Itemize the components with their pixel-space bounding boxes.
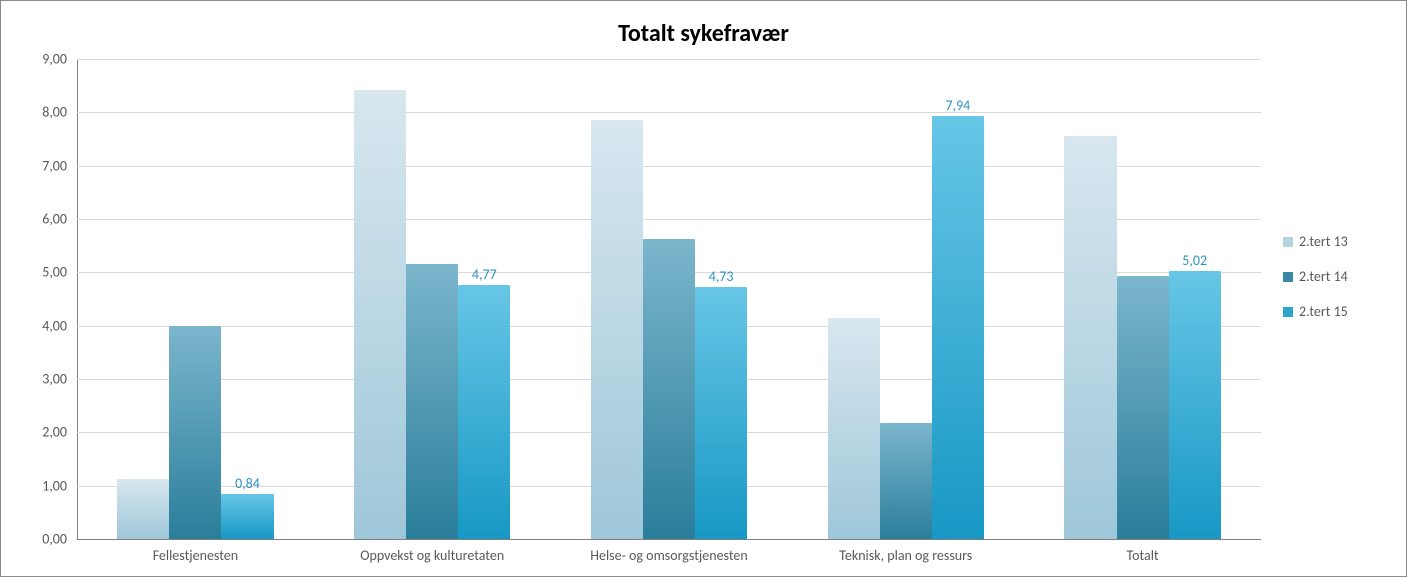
- bar: [1117, 276, 1169, 539]
- bar: [406, 264, 458, 539]
- data-label: 7,94: [938, 97, 978, 114]
- legend-item: 2.tert 14: [1283, 268, 1348, 285]
- y-tick-label: 2,00: [17, 424, 67, 441]
- legend-label: 2.tert 13: [1299, 233, 1348, 250]
- y-tick-label: 5,00: [17, 264, 67, 281]
- bar: [932, 116, 984, 539]
- bar: [169, 326, 221, 539]
- x-tick-label: Helse- og omsorgstjenesten: [551, 547, 788, 564]
- y-tick-label: 6,00: [17, 211, 67, 228]
- chart-title: Totalt sykefravær: [1, 19, 1406, 48]
- data-label: 4,73: [701, 268, 741, 285]
- bar: [458, 285, 510, 539]
- bar: [1169, 271, 1221, 539]
- y-tick-label: 0,00: [17, 531, 67, 548]
- y-tick-label: 7,00: [17, 157, 67, 174]
- y-tick-label: 3,00: [17, 371, 67, 388]
- bar: [828, 318, 880, 539]
- gridline: [77, 112, 1261, 113]
- data-label: 5,02: [1175, 252, 1215, 269]
- y-tick-label: 8,00: [17, 104, 67, 121]
- bar: [591, 120, 643, 539]
- chart-frame: Totalt sykefravær 0,001,002,003,004,005,…: [0, 0, 1407, 577]
- y-tick-label: 1,00: [17, 477, 67, 494]
- y-tick-label: 9,00: [17, 51, 67, 68]
- legend-label: 2.tert 15: [1299, 303, 1348, 320]
- legend-label: 2.tert 14: [1299, 268, 1348, 285]
- plot-area: 0,001,002,003,004,005,006,007,008,009,00…: [77, 59, 1261, 539]
- y-tick-label: 4,00: [17, 317, 67, 334]
- bar: [1064, 136, 1116, 539]
- bar: [695, 287, 747, 539]
- legend-swatch: [1283, 237, 1293, 247]
- legend: 2.tert 13 2.tert 14 2.tert 15: [1283, 233, 1348, 320]
- bar: [221, 494, 273, 539]
- legend-item: 2.tert 13: [1283, 233, 1348, 250]
- x-tick-label: Totalt: [1024, 547, 1261, 564]
- gridline: [77, 59, 1261, 60]
- bar: [880, 423, 932, 539]
- x-tick-label: Fellestjenesten: [77, 547, 314, 564]
- bar: [117, 479, 169, 539]
- legend-swatch: [1283, 307, 1293, 317]
- legend-item: 2.tert 15: [1283, 303, 1348, 320]
- data-label: 0,84: [227, 475, 267, 492]
- x-tick-label: Teknisk, plan og ressurs: [787, 547, 1024, 564]
- legend-swatch: [1283, 272, 1293, 282]
- data-label: 4,77: [464, 266, 504, 283]
- bar: [354, 90, 406, 539]
- gridline: [77, 539, 1261, 540]
- x-tick-label: Oppvekst og kulturetaten: [314, 547, 551, 564]
- bar: [643, 239, 695, 539]
